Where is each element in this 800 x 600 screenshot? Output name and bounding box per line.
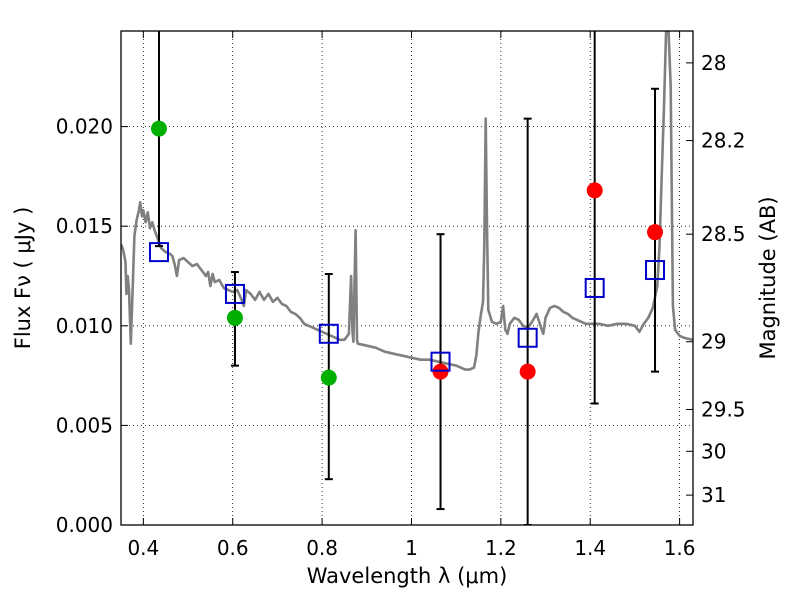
right-tick-label-4: 29.5 — [701, 397, 746, 421]
marker-layer — [148, 120, 666, 386]
x-tick-label-4: 1.2 — [485, 536, 517, 560]
model-square-4 — [517, 327, 538, 348]
model-square-2 — [318, 323, 339, 344]
x-tick-label-2: 0.8 — [306, 536, 338, 560]
model-square-1 — [224, 283, 245, 304]
y-axis-label: Flux Fν ( μJy ) — [11, 207, 35, 350]
axis-ticks — [121, 31, 693, 526]
x-tick-label-6: 1.6 — [664, 536, 696, 560]
plot-area — [121, 31, 693, 525]
x-tick-label-0: 0.4 — [127, 536, 159, 560]
model-square-6 — [645, 260, 666, 281]
x-axis-label: Wavelength λ (μm) — [307, 564, 508, 588]
model-square-3 — [430, 351, 451, 372]
x-tick-label-3: 1 — [405, 536, 418, 560]
observed-green-point-2 — [320, 369, 337, 386]
right-tick-label-1: 28.2 — [701, 129, 746, 153]
right-tick-label-5: 30 — [701, 439, 726, 463]
right-axis-label: Magnitude (AB) — [756, 196, 780, 359]
y-tick-label-0: 0.000 — [56, 513, 113, 537]
spectrum-layer — [121, 31, 693, 371]
right-tick-label-2: 28.5 — [701, 222, 746, 246]
x-tick-label-5: 1.4 — [574, 536, 606, 560]
observed-red-point-3 — [647, 224, 664, 241]
observed-green-point-1 — [226, 309, 243, 326]
observed-red-point-1 — [519, 363, 536, 380]
y-tick-label-1: 0.005 — [56, 413, 113, 437]
y-tick-label-4: 0.020 — [56, 115, 113, 139]
right-tick-label-0: 28 — [701, 51, 726, 75]
right-tick-label-6: 31 — [701, 483, 726, 507]
right-tick-label-3: 29 — [701, 330, 726, 354]
observed-green-point-0 — [150, 120, 167, 137]
axis-tick-labels: 0.4 0.6 0.8 1 1.2 1.4 1.6 0.000 0.005 0.010 0.015 0… — [56, 51, 746, 560]
spectrum-line — [121, 31, 693, 371]
x-tick-label-1: 0.6 — [217, 536, 249, 560]
plot-frame — [120, 30, 694, 526]
model-square-0 — [148, 242, 169, 263]
y-tick-label-3: 0.015 — [56, 214, 113, 238]
observed-red-point-2 — [586, 182, 603, 199]
model-square-5 — [584, 277, 605, 298]
y-tick-label-2: 0.010 — [56, 314, 113, 338]
